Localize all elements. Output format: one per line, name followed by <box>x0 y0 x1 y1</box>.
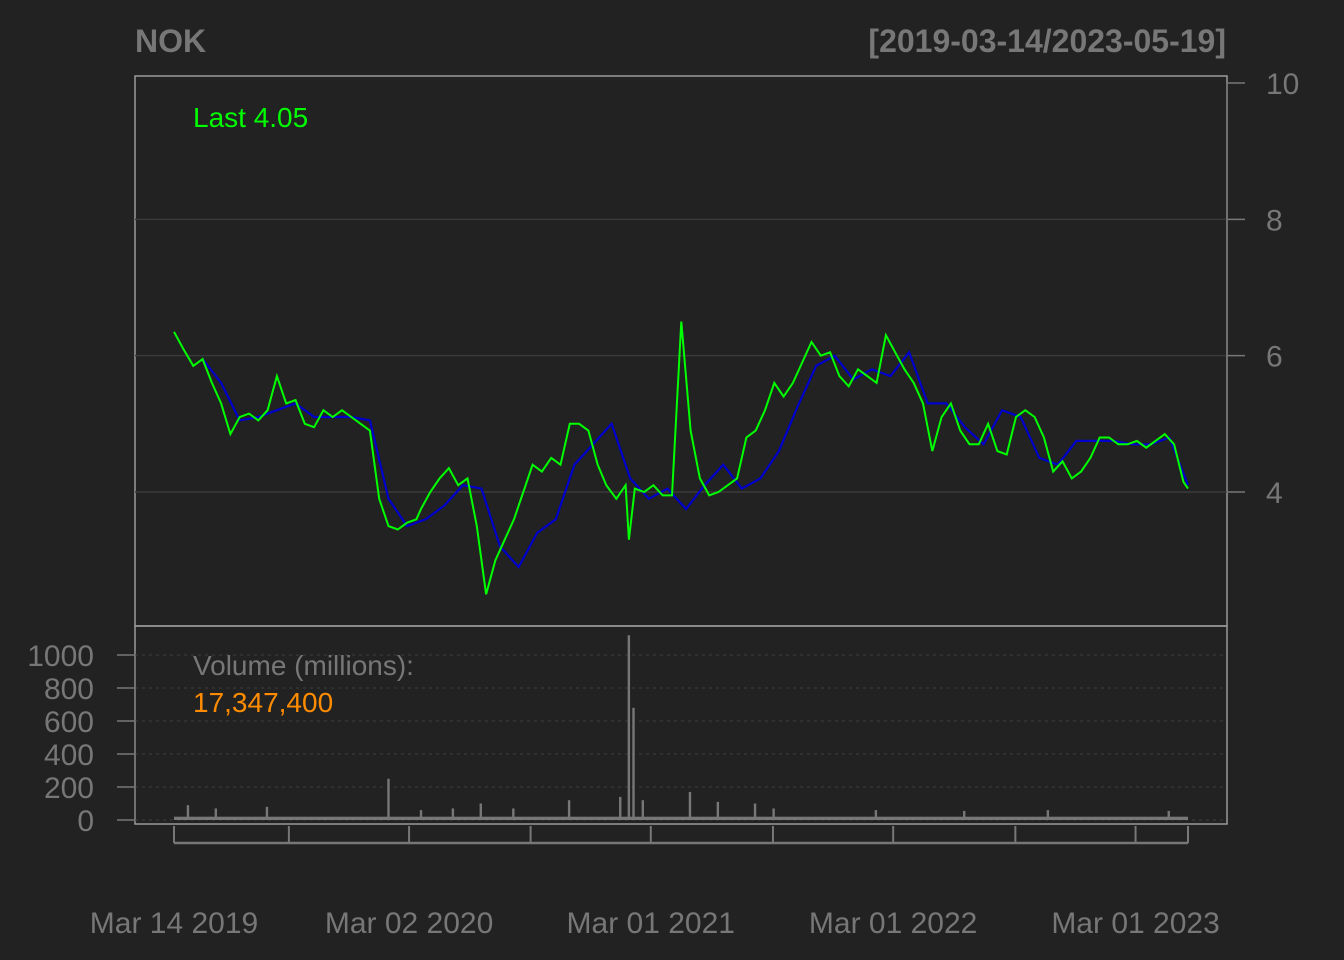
x-axis-tick-label: Mar 01 2021 <box>567 907 735 940</box>
volume-bar <box>772 808 775 820</box>
volume-bar <box>1167 810 1170 820</box>
price-y-tick-label: 10 <box>1266 68 1299 101</box>
volume-y-tick-label: 200 <box>44 772 94 805</box>
x-axis-tick-label: Mar 01 2023 <box>1051 907 1219 940</box>
volume-y-tick-label: 400 <box>44 739 94 772</box>
volume-bar <box>753 803 757 820</box>
volume-bar <box>619 796 622 820</box>
volume-bar <box>451 808 455 820</box>
volume-bar <box>874 810 878 820</box>
volume-bar <box>688 791 692 820</box>
price-y-tick-label: 6 <box>1266 341 1283 374</box>
price-grid <box>135 218 1227 493</box>
price-y-axis: 4 6 8 10 <box>1226 68 1299 510</box>
volume-bar <box>419 810 423 820</box>
volume-bar <box>1046 810 1050 820</box>
volume-bar <box>214 808 218 820</box>
volume-bar <box>567 800 571 820</box>
volume-y-tick-label: 1000 <box>27 640 94 673</box>
x-axis: Mar 14 2019 Mar 02 2020 Mar 01 2021 Mar 01 … <box>90 826 1220 940</box>
volume-label: Volume (millions): <box>193 650 414 681</box>
x-axis-tick-label: Mar 14 2019 <box>90 907 258 940</box>
volume-bar <box>963 810 966 820</box>
volume-y-tick-label: 600 <box>44 706 94 739</box>
chart-date-range: [2019-03-14/2023-05-19] <box>868 23 1226 59</box>
volume-bar <box>627 635 631 820</box>
volume-bar <box>512 808 515 820</box>
volume-baseline-bars <box>174 816 1188 820</box>
last-price-label: Last 4.05 <box>193 102 308 133</box>
moving-average-line <box>201 350 1190 569</box>
volume-bar <box>387 778 390 820</box>
volume-bar <box>641 800 645 820</box>
x-axis-tick-label: Mar 02 2020 <box>325 907 493 940</box>
volume-y-tick-label: 0 <box>77 805 94 838</box>
volume-y-tick-label: 800 <box>44 673 94 706</box>
volume-bar <box>632 707 635 820</box>
x-axis-tick-label: Mar 01 2022 <box>809 907 977 940</box>
volume-bar <box>265 806 269 820</box>
volume-bar <box>479 803 482 820</box>
volume-bar <box>716 801 720 820</box>
price-y-tick-label: 4 <box>1266 477 1283 510</box>
volume-bar <box>186 805 190 820</box>
volume-bars <box>174 635 1188 820</box>
price-y-tick-label: 8 <box>1266 204 1283 237</box>
chart-symbol-title: NOK <box>135 23 206 59</box>
volume-last-value: 17,347,400 <box>193 687 333 718</box>
price-line <box>173 321 1189 595</box>
